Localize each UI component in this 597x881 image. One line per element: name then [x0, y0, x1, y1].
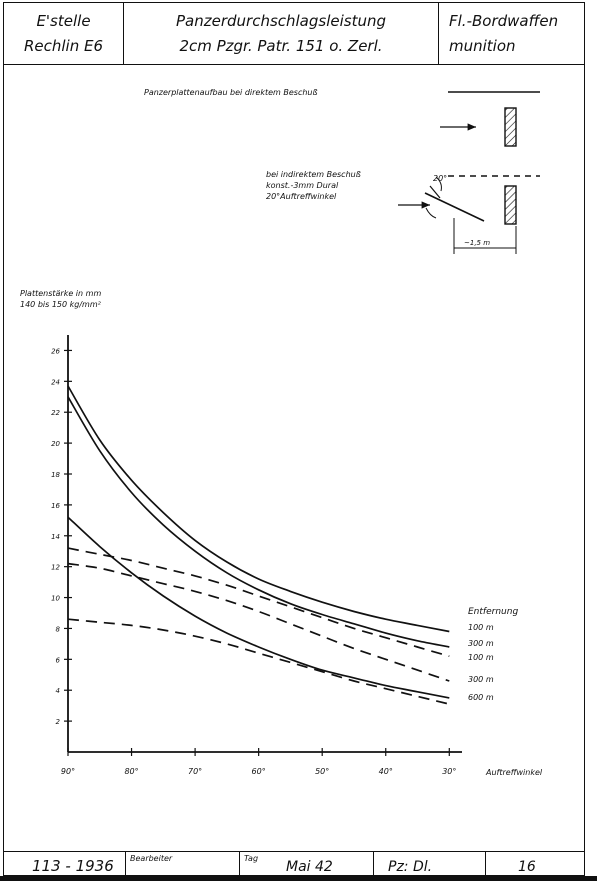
y-tick-label: 4: [56, 687, 60, 695]
y-tick-label: 8: [56, 625, 61, 633]
legend-entry: 300 m: [468, 675, 494, 684]
y-tick-label: 20: [51, 440, 60, 448]
dural-plate: [424, 192, 485, 222]
series-line-6: [67, 516, 450, 699]
series-line-4: [67, 562, 450, 682]
y-tick-label: 2: [56, 718, 61, 726]
y-tick-label: 10: [51, 595, 60, 603]
legend-entry: 600 m: [468, 693, 494, 702]
legend-entry: 100 m: [468, 653, 494, 662]
x-tick-label: 70°: [188, 767, 202, 776]
y-tick-label: 18: [51, 471, 60, 479]
header-title-line1: Panzerdurchschlagsleistung: [175, 12, 387, 30]
y-axis-label: Plattenstärke in mm: [20, 289, 101, 298]
angle-label: 20°: [433, 174, 447, 183]
chart-axes: [64, 335, 462, 756]
header-category-line1: Fl.-Bordwaffen: [449, 12, 559, 30]
indirect-plate: [504, 185, 517, 225]
series-line-3: [67, 547, 450, 658]
document-sheet: E'stelle Rechlin E6 Panzerdurchschlagsle…: [3, 2, 585, 877]
indirect-label-1: bei indirektem Beschuß: [266, 170, 361, 179]
distance-label: ~1,5 m: [464, 239, 490, 247]
legend-entry: 300 m: [468, 639, 494, 648]
x-tick-label: 60°: [252, 767, 266, 776]
series-line-1: [67, 385, 450, 633]
y-tick-label: 26: [51, 347, 60, 355]
diagram-title: Panzerplattenaufbau bei direktem Beschuß: [144, 88, 318, 97]
x-axis-label: Auftreffwinkel: [485, 768, 543, 777]
x-tick-labels: 90° 80° 70° 60° 50° 40° 30°: [61, 767, 456, 776]
footer-page-cell: 16: [486, 851, 584, 877]
dural-plate-tick: [429, 185, 441, 199]
y-axis-sublabel: 140 bis 150 kg/mm²: [20, 300, 102, 309]
header-origin-line2: Rechlin E6: [23, 37, 104, 55]
x-tick-label: 50°: [315, 767, 329, 776]
indirect-angle-arc: [425, 207, 437, 219]
x-tick-label: 40°: [379, 767, 393, 776]
legend-entry: 100 m: [468, 623, 494, 632]
footer-number: 113 - 1936: [32, 857, 114, 875]
indirect-label-2: konst.-3mm Dural: [266, 181, 339, 190]
header-category-line2: munition: [449, 37, 516, 55]
direct-plate: [504, 107, 517, 147]
footer-editor-label: Bearbeiter: [130, 854, 173, 863]
footer-page: 16: [518, 859, 536, 875]
x-tick-label: 30°: [442, 767, 456, 776]
header-origin-line1: E'stelle: [36, 12, 91, 30]
chart-series: [67, 385, 450, 705]
header-origin: E'stelle Rechlin E6: [4, 3, 124, 65]
footer-day-label: Tag: [244, 854, 259, 863]
y-tick-label: 12: [51, 564, 60, 572]
footer-number-cell: 113 - 1936: [4, 851, 126, 877]
y-tick-label: 14: [51, 533, 60, 541]
footer-code: Pz: Dl.: [388, 859, 433, 875]
x-tick-label: 90°: [61, 767, 75, 776]
series-line-5: [67, 618, 450, 705]
footer-date-cell: Tag Mai 42: [240, 851, 374, 877]
series-line-2: [67, 396, 450, 648]
y-tick-label: 24: [51, 378, 60, 386]
header-title: Panzerdurchschlagsleistung 2cm Pzgr. Pat…: [124, 3, 439, 65]
angle-arc: [435, 176, 442, 192]
y-tick-label: 6: [56, 656, 61, 664]
footer-date: Mai 42: [286, 859, 333, 875]
scan-edge: [0, 876, 597, 881]
indirect-label-3: 20°Auftreffwinkel: [266, 192, 337, 201]
legend: 100 m 300 m 100 m 300 m 600 m: [468, 623, 494, 702]
x-tick-label: 80°: [124, 767, 138, 776]
y-tick-label: 16: [51, 502, 60, 510]
armor-diagram: Panzerplattenaufbau bei direktem Beschuß…: [144, 88, 540, 254]
footer-code-cell: Pz: Dl.: [374, 851, 486, 877]
footer-editor-cell: Bearbeiter: [126, 851, 240, 877]
legend-title: Entfernung: [468, 607, 518, 617]
y-tick-label: 22: [51, 409, 60, 417]
header-title-line2: 2cm Pzgr. Patr. 151 o. Zerl.: [179, 37, 383, 55]
header-category: Fl.-Bordwaffen munition: [439, 3, 584, 65]
